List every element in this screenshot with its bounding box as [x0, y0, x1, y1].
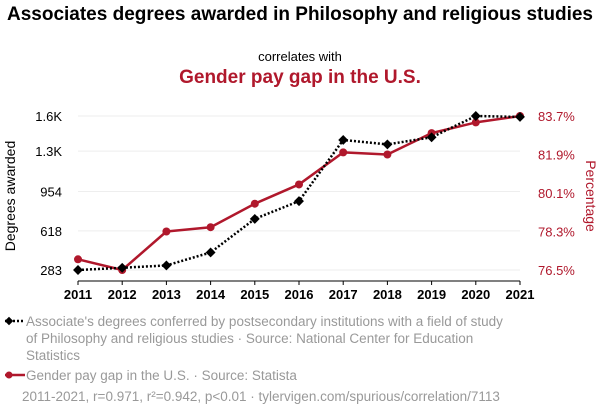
degrees-point	[515, 111, 525, 122]
x-tick-label: 2020	[461, 287, 490, 302]
x-tick-label: 2014	[196, 287, 226, 302]
chart-title: Associates degrees awarded in Philosophy…	[6, 4, 593, 25]
pay-gap-point	[74, 255, 82, 264]
legend-item-pay-gap: Gender pay gap in the U.S. · Source: Sta…	[4, 367, 516, 384]
legend-item-degrees: Associate's degrees conferred by postsec…	[4, 313, 516, 364]
series-degrees	[73, 111, 525, 275]
pay-gap-line	[77, 114, 521, 272]
pay-gap-point	[471, 118, 480, 127]
left-axis-label: Degrees awarded	[2, 141, 18, 252]
x-tick-label: 2013	[152, 287, 181, 302]
right-tick-label: 80.1%	[538, 186, 575, 201]
x-tick-label: 2021	[506, 287, 535, 302]
grid-lines	[78, 115, 520, 282]
degrees-point	[338, 135, 349, 145]
right-axis-ticks: 76.5% 78.3% 80.1% 81.9% 83.7%	[538, 109, 575, 278]
degrees-line	[77, 114, 521, 272]
right-tick-label: 76.5%	[538, 263, 575, 278]
x-tick-label: 2016	[285, 287, 314, 302]
left-axis-ticks: 283 618 954 1.3K 1.6K	[35, 109, 62, 278]
right-tick-label: 81.9%	[538, 148, 575, 163]
x-axis-ticks: 2011 2012 2013 2014 2015 2016 2017 2018 2019 2020…	[64, 281, 535, 302]
chart-subtitle: correlates with	[258, 49, 342, 64]
degrees-point	[470, 111, 481, 121]
right-axis-label: Percentage	[583, 160, 599, 232]
left-tick-label: 618	[40, 224, 62, 239]
right-tick-label: 83.7%	[538, 109, 575, 124]
chart-second-title: Gender pay gap in the U.S.	[179, 67, 421, 88]
degrees-point	[426, 132, 437, 143]
legend-label-pay-gap: Gender pay gap in the U.S. · Source: Sta…	[26, 368, 297, 383]
degrees-point	[161, 260, 172, 271]
footer-stats: 2011-2021, r=0.971, r²=0.942, p<0.01 · t…	[22, 389, 500, 404]
pay-gap-point	[162, 227, 171, 236]
x-tick-label: 2015	[240, 287, 269, 302]
pay-gap-point	[206, 223, 215, 232]
x-tick-label: 2011	[64, 287, 92, 302]
x-tick-label: 2012	[108, 287, 137, 302]
degrees-point	[249, 213, 260, 224]
right-tick-label: 78.3%	[538, 225, 575, 240]
series-pay-gap	[74, 112, 524, 274]
left-tick-label: 954	[40, 185, 62, 200]
x-tick-label: 2019	[417, 287, 446, 302]
pay-gap-point	[339, 148, 348, 157]
left-tick-label: 283	[40, 263, 62, 278]
pay-gap-point	[383, 150, 392, 159]
x-tick-label: 2017	[329, 287, 358, 302]
degrees-point	[205, 247, 216, 258]
pay-gap-point	[295, 180, 303, 189]
pay-gap-point	[250, 199, 259, 208]
legend-swatch-degrees	[4, 316, 25, 326]
degrees-point	[294, 196, 304, 207]
x-tick-label: 2018	[373, 287, 402, 302]
left-tick-label: 1.6K	[35, 109, 62, 124]
degrees-point	[382, 139, 393, 150]
degrees-point	[73, 265, 83, 275]
legend-label-degrees: Associate's degrees conferred by postsec…	[26, 314, 503, 363]
left-tick-label: 1.3K	[35, 144, 62, 159]
legend-swatch-pay-gap	[5, 371, 25, 379]
